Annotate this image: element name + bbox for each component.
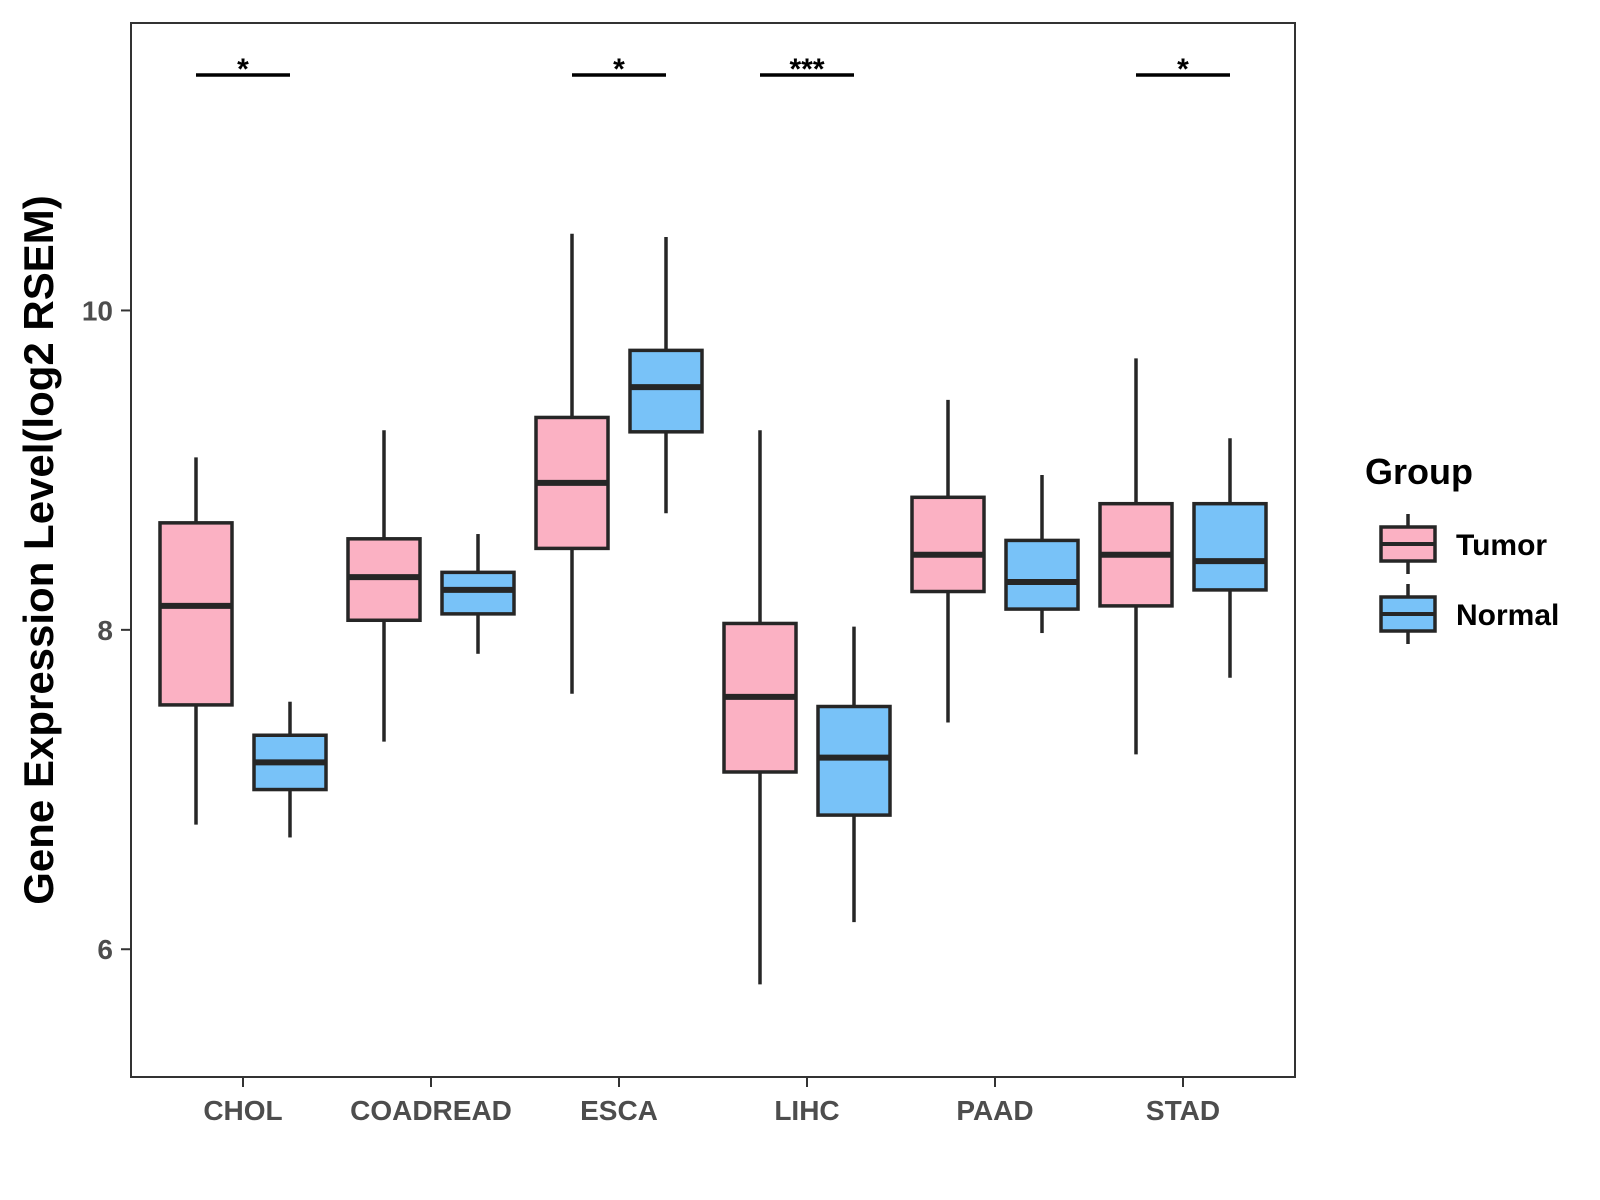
box-normal-stad xyxy=(1192,438,1268,678)
box-tumor-paad xyxy=(910,399,986,723)
significance-label: * xyxy=(613,53,625,86)
box-tumor-esca xyxy=(534,233,610,694)
legend-title: Group xyxy=(1365,451,1473,492)
x-tick-label: COADREAD xyxy=(350,1095,512,1126)
box-body xyxy=(1004,538,1080,611)
x-tick-label: PAAD xyxy=(956,1095,1033,1126)
significance-lihc: *** xyxy=(760,53,854,86)
plot-panel-border xyxy=(130,22,1296,1078)
significance-label: * xyxy=(237,53,249,86)
box-body xyxy=(158,521,234,707)
x-tick-label: STAD xyxy=(1146,1095,1220,1126)
box-body xyxy=(910,495,986,594)
legend-label-tumor: Tumor xyxy=(1456,529,1547,562)
x-tick-label: CHOL xyxy=(203,1095,282,1126)
legend: Group Tumor Normal xyxy=(1365,451,1559,644)
box-body xyxy=(628,348,704,434)
box-tumor-stad xyxy=(1098,358,1174,755)
box-body xyxy=(1192,501,1268,592)
y-axis-title: Gene Expression Level(log2 RSEM) xyxy=(15,195,62,905)
y-tick-label: 6 xyxy=(97,934,113,965)
box-tumor-chol xyxy=(158,457,234,825)
legend-item-tumor: Tumor xyxy=(1379,514,1547,574)
box-body xyxy=(816,704,892,817)
box-tumor-lihc xyxy=(722,430,798,985)
box-normal-chol xyxy=(252,701,328,838)
significance-stad: * xyxy=(1136,53,1230,86)
significance-label: *** xyxy=(789,53,824,86)
significance-chol: * xyxy=(196,53,290,86)
box-normal-paad xyxy=(1004,474,1080,634)
x-tick-label: ESCA xyxy=(580,1095,658,1126)
chart-axes: CHOL COADREAD ESCA LIHC PAAD STAD 6 8 10 xyxy=(82,295,1220,1126)
box-body xyxy=(440,570,516,616)
legend-item-normal: Normal xyxy=(1379,584,1559,644)
legend-label-normal: Normal xyxy=(1456,599,1559,632)
y-tick-label: 8 xyxy=(97,615,113,646)
significance-esca: * xyxy=(572,53,666,86)
box-normal-coadread xyxy=(440,534,516,654)
box-normal-esca xyxy=(628,236,704,514)
chart-marks: * * *** * xyxy=(158,53,1268,985)
significance-label: * xyxy=(1177,53,1189,86)
box-normal-lihc xyxy=(816,626,892,923)
box-tumor-coadread xyxy=(346,430,422,742)
x-tick-label: LIHC xyxy=(774,1095,839,1126)
y-tick-label: 10 xyxy=(82,295,113,326)
